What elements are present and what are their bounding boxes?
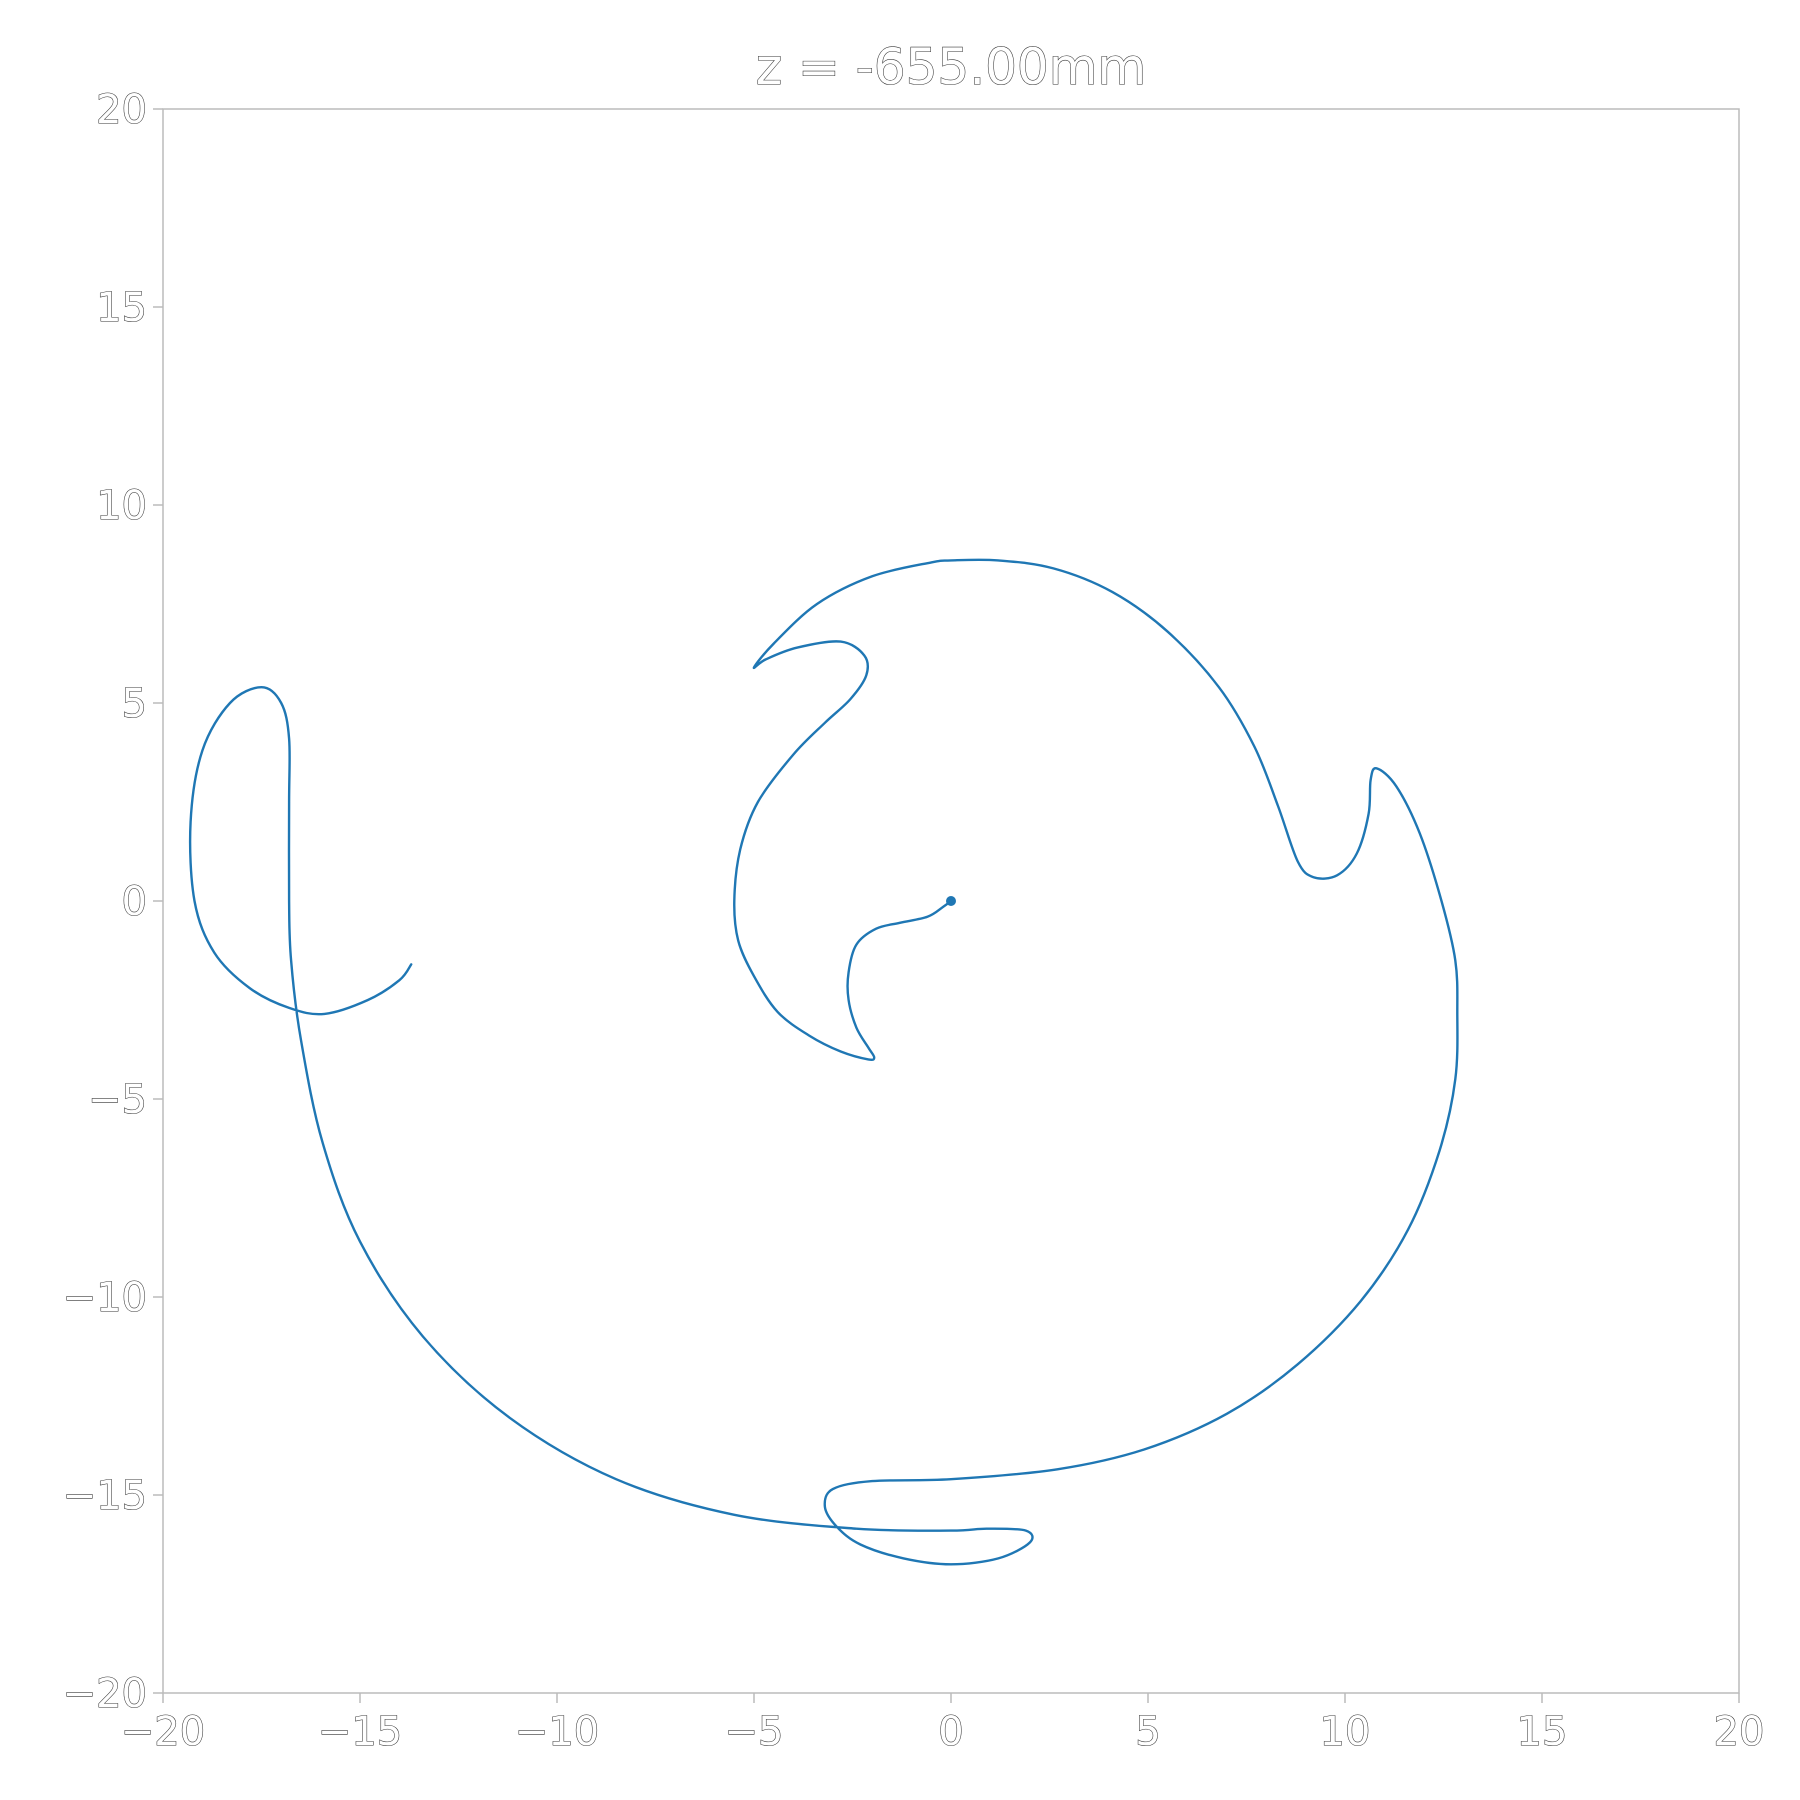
y-tick-label: 20 xyxy=(96,87,147,133)
x-tick-label: −5 xyxy=(725,1709,784,1755)
series-layer xyxy=(188,558,1459,1566)
series-line xyxy=(188,558,1459,1566)
y-tick-label: −5 xyxy=(88,1077,147,1123)
chart-title: z = -655.00mm xyxy=(756,38,1146,96)
y-tick-label: −15 xyxy=(63,1473,147,1519)
x-tick-label: 15 xyxy=(1517,1709,1568,1755)
y-tick-label: −10 xyxy=(63,1275,147,1321)
y-tick-label: 0 xyxy=(122,879,147,925)
x-tick-label: 0 xyxy=(938,1709,963,1755)
x-tick-label: 20 xyxy=(1714,1709,1765,1755)
x-tick-label: 10 xyxy=(1320,1709,1371,1755)
y-tick-label: −20 xyxy=(63,1671,147,1717)
x-axis: −20 −15 −10 −5 0 5 10 15 20 xyxy=(120,1693,1765,1756)
x-tick-label: −10 xyxy=(515,1709,599,1755)
y-axis: −20 −15 −10 −5 0 5 10 15 20 xyxy=(62,86,163,1718)
y-tick-label: 10 xyxy=(96,483,147,529)
x-tick-label: −15 xyxy=(318,1709,402,1755)
y-tick-label: 15 xyxy=(96,285,147,331)
x-tick-label: 5 xyxy=(1135,1709,1160,1755)
center-marker xyxy=(946,896,956,906)
y-tick-label: 5 xyxy=(122,681,147,727)
x-tick-label: −20 xyxy=(121,1709,205,1755)
